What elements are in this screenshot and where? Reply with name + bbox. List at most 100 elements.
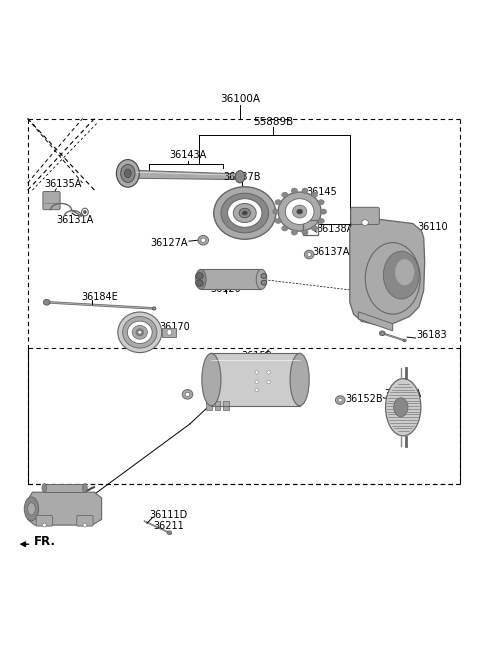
Bar: [211, 353, 300, 406]
Ellipse shape: [116, 160, 139, 187]
Ellipse shape: [297, 209, 302, 214]
Text: 36100A: 36100A: [220, 95, 260, 104]
Ellipse shape: [385, 378, 421, 436]
Ellipse shape: [292, 205, 307, 218]
Text: 36137A: 36137A: [312, 247, 350, 257]
Ellipse shape: [261, 273, 267, 279]
Text: 36127A: 36127A: [150, 238, 188, 248]
Ellipse shape: [302, 230, 308, 235]
Text: 36152B: 36152B: [345, 394, 383, 404]
Bar: [215, 401, 220, 409]
Ellipse shape: [318, 200, 324, 205]
Ellipse shape: [239, 208, 251, 217]
Text: 36143A: 36143A: [169, 150, 206, 160]
Polygon shape: [162, 328, 176, 337]
Ellipse shape: [267, 371, 270, 374]
Ellipse shape: [242, 211, 247, 215]
Ellipse shape: [267, 380, 270, 384]
Text: 36135A: 36135A: [45, 179, 82, 189]
Ellipse shape: [365, 242, 420, 314]
Ellipse shape: [138, 330, 142, 334]
Ellipse shape: [282, 226, 288, 231]
Ellipse shape: [318, 218, 324, 223]
Ellipse shape: [24, 497, 38, 521]
Ellipse shape: [255, 380, 258, 384]
Ellipse shape: [285, 198, 314, 225]
Ellipse shape: [132, 325, 147, 339]
Ellipse shape: [182, 390, 193, 399]
Ellipse shape: [384, 251, 419, 299]
Ellipse shape: [221, 193, 269, 233]
Ellipse shape: [185, 392, 190, 397]
Text: 36145: 36145: [307, 187, 337, 198]
Ellipse shape: [196, 273, 203, 279]
Ellipse shape: [42, 484, 47, 492]
Text: 36183: 36183: [417, 330, 447, 340]
Polygon shape: [350, 217, 425, 325]
Text: 36211: 36211: [153, 521, 184, 531]
Ellipse shape: [152, 307, 156, 310]
Ellipse shape: [167, 329, 172, 335]
Ellipse shape: [282, 192, 288, 197]
Ellipse shape: [261, 281, 267, 285]
Text: 36138A: 36138A: [316, 224, 354, 235]
Ellipse shape: [202, 353, 221, 406]
Ellipse shape: [395, 259, 414, 285]
Ellipse shape: [256, 269, 267, 289]
Ellipse shape: [228, 198, 262, 227]
Ellipse shape: [201, 238, 205, 242]
Ellipse shape: [302, 188, 308, 193]
Ellipse shape: [83, 484, 87, 492]
Polygon shape: [128, 170, 240, 179]
Ellipse shape: [82, 208, 88, 216]
Ellipse shape: [122, 317, 157, 348]
Text: 36111D: 36111D: [149, 510, 188, 520]
FancyBboxPatch shape: [43, 192, 60, 210]
Text: FR.: FR.: [34, 535, 56, 549]
Text: 55889B: 55889B: [253, 118, 294, 127]
Polygon shape: [28, 492, 102, 525]
FancyBboxPatch shape: [351, 208, 379, 225]
Bar: [223, 401, 229, 409]
Ellipse shape: [290, 353, 309, 406]
Ellipse shape: [338, 398, 342, 402]
Ellipse shape: [278, 192, 321, 231]
Ellipse shape: [307, 253, 312, 256]
Ellipse shape: [43, 300, 50, 305]
Ellipse shape: [42, 523, 46, 527]
Ellipse shape: [235, 171, 245, 183]
Text: 36120: 36120: [210, 284, 241, 294]
Ellipse shape: [312, 226, 318, 231]
Ellipse shape: [362, 219, 368, 225]
Ellipse shape: [198, 235, 208, 245]
Ellipse shape: [321, 209, 326, 214]
Ellipse shape: [304, 250, 314, 259]
Text: 36170: 36170: [159, 321, 190, 332]
Ellipse shape: [255, 388, 258, 392]
Ellipse shape: [28, 503, 35, 515]
Ellipse shape: [196, 269, 206, 289]
Ellipse shape: [273, 209, 279, 214]
Polygon shape: [44, 484, 85, 492]
Ellipse shape: [255, 371, 258, 374]
Polygon shape: [201, 269, 262, 289]
Ellipse shape: [275, 200, 281, 205]
Ellipse shape: [83, 523, 87, 527]
Text: 36184E: 36184E: [81, 292, 118, 302]
Ellipse shape: [336, 396, 345, 404]
Ellipse shape: [196, 280, 203, 286]
FancyBboxPatch shape: [77, 516, 93, 526]
Ellipse shape: [291, 230, 298, 235]
Text: 36146A: 36146A: [384, 390, 421, 399]
Text: 36150: 36150: [241, 351, 272, 361]
Ellipse shape: [84, 210, 86, 214]
Text: 36110: 36110: [418, 222, 448, 233]
Ellipse shape: [275, 218, 281, 223]
Ellipse shape: [312, 192, 318, 197]
Ellipse shape: [136, 328, 144, 336]
Ellipse shape: [291, 188, 298, 193]
Ellipse shape: [124, 169, 131, 177]
Ellipse shape: [379, 331, 385, 336]
Ellipse shape: [118, 312, 162, 353]
Ellipse shape: [394, 397, 408, 417]
